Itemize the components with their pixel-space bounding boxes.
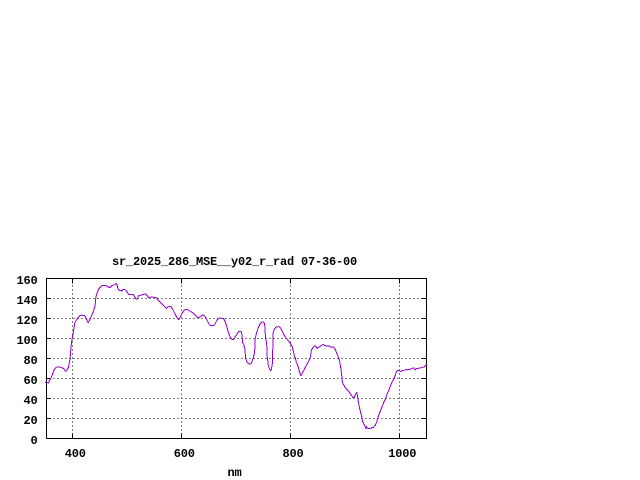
svg-text:40: 40 xyxy=(23,394,37,408)
svg-text:1000: 1000 xyxy=(388,447,416,461)
svg-text:400: 400 xyxy=(65,447,86,461)
svg-text:80: 80 xyxy=(23,354,37,368)
svg-text:20: 20 xyxy=(23,414,37,428)
svg-text:100: 100 xyxy=(16,334,37,348)
svg-text:sr_2025_286_MSE__y02_r_rad 07-: sr_2025_286_MSE__y02_r_rad 07-36-00 xyxy=(112,255,357,269)
svg-text:600: 600 xyxy=(174,447,195,461)
svg-text:140: 140 xyxy=(16,294,37,308)
svg-text:0: 0 xyxy=(30,434,37,448)
svg-text:160: 160 xyxy=(16,274,37,288)
svg-text:120: 120 xyxy=(16,314,37,328)
svg-text:60: 60 xyxy=(23,374,37,388)
svg-text:800: 800 xyxy=(282,447,303,461)
svg-text:nm: nm xyxy=(227,466,241,480)
